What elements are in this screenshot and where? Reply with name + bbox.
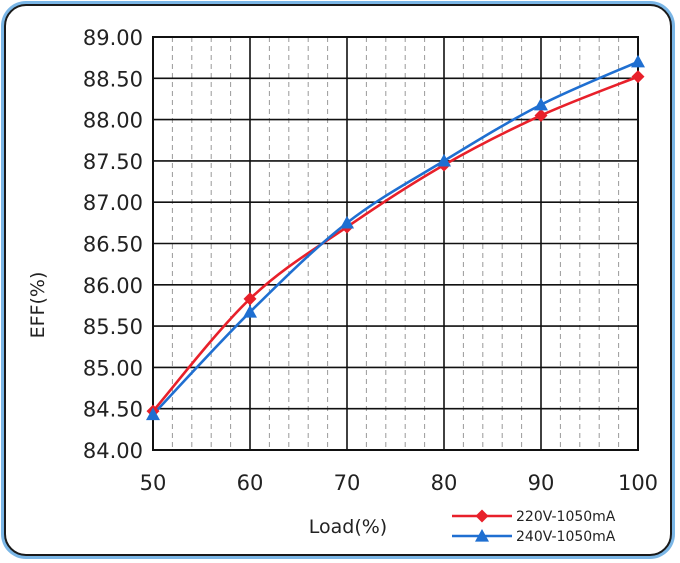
grid xyxy=(152,36,639,451)
x-axis-label: Load(%) xyxy=(309,516,387,538)
data-point-triangle xyxy=(340,215,354,229)
data-point-triangle xyxy=(146,407,160,421)
y-axis-label: EFF(%) xyxy=(27,272,49,339)
y-tick-label: 84.50 xyxy=(83,398,143,422)
series-markers xyxy=(146,54,645,421)
series-line-1 xyxy=(152,75,639,413)
data-point-diamond xyxy=(631,70,645,84)
data-point-diamond xyxy=(475,509,489,523)
series-line-2 xyxy=(152,60,639,416)
x-tick-label: 60 xyxy=(237,471,264,495)
data-point-triangle xyxy=(534,97,548,111)
y-tick-label: 86.00 xyxy=(83,274,143,298)
y-tick-label: 84.00 xyxy=(83,439,143,463)
y-tick-label: 86.50 xyxy=(83,233,143,257)
y-tick-label: 88.50 xyxy=(83,67,143,91)
y-tick-label: 85.50 xyxy=(83,315,143,339)
legend: 220V-1050mA 240V-1050mA xyxy=(452,509,616,545)
data-point-triangle xyxy=(437,153,451,167)
y-tick-label: 89.00 xyxy=(83,26,143,50)
series-lines xyxy=(152,60,639,416)
data-point-triangle xyxy=(631,54,645,68)
y-tick-label: 88.00 xyxy=(83,109,143,133)
x-tick-label: 70 xyxy=(334,471,361,495)
data-point-diamond xyxy=(243,292,257,306)
legend-label: 220V-1050mA xyxy=(516,509,616,525)
x-tick-label: 50 xyxy=(140,471,167,495)
data-point-diamond xyxy=(534,108,548,122)
y-tick-label: 85.00 xyxy=(83,356,143,380)
y-tick-labels: 84.00 84.50 85.00 85.50 86.00 86.50 87.00 87.50… xyxy=(83,26,143,463)
x-tick-labels: 50 60 70 80 90 100 xyxy=(140,471,658,495)
legend-label: 240V-1050mA xyxy=(516,529,616,545)
y-tick-label: 87.00 xyxy=(83,191,143,215)
x-tick-label: 90 xyxy=(528,471,555,495)
data-point-triangle xyxy=(475,529,489,542)
x-tick-label: 100 xyxy=(618,471,658,495)
data-point-triangle xyxy=(243,305,257,318)
x-tick-label: 80 xyxy=(431,471,458,495)
y-tick-label: 87.50 xyxy=(83,150,143,174)
plot-border xyxy=(152,36,639,451)
